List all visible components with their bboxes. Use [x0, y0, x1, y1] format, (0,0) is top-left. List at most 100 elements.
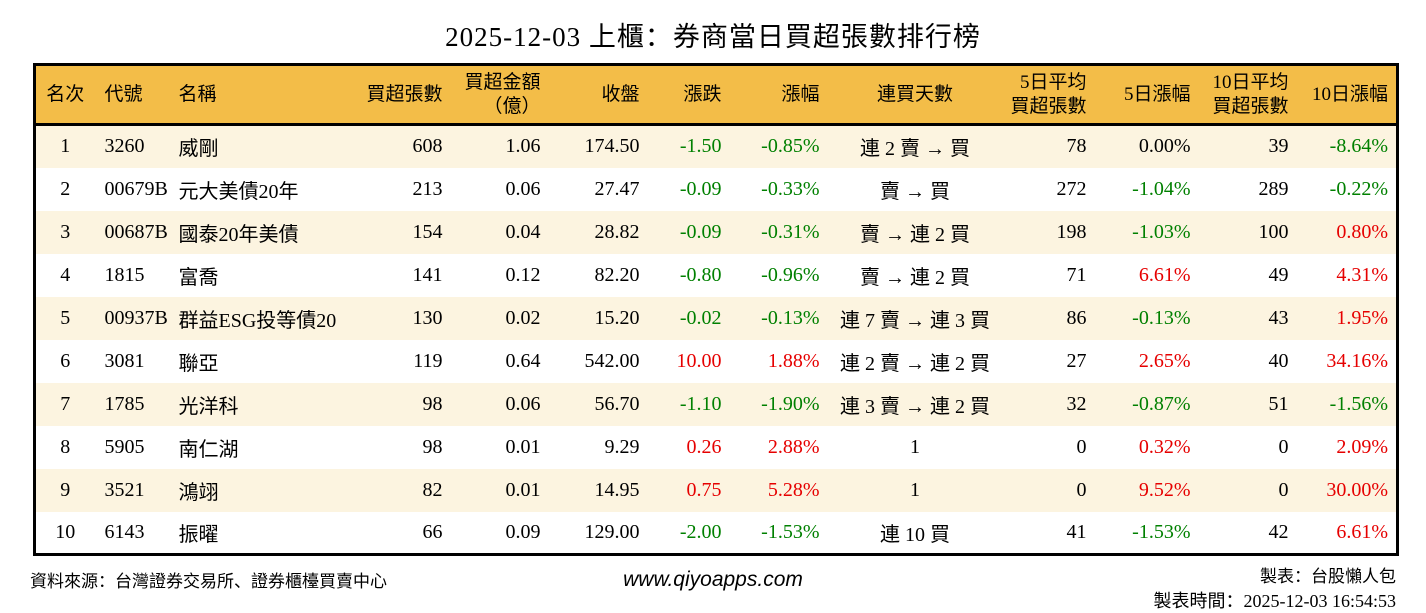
- cell-pct10: -0.22%: [1329, 177, 1388, 200]
- table-header-row: 名次 代號 名稱 買超張數 買超金額 （億） 收盤 漲跌 漲幅 連買天數 5日平…: [34, 64, 1398, 126]
- cell-change-pct: -1.90%: [761, 392, 820, 415]
- cell-avg5: 0: [1076, 478, 1087, 501]
- cell-rank: 10: [55, 520, 76, 543]
- cell-change: 10.00: [676, 349, 722, 372]
- header-name: 名稱: [174, 64, 360, 126]
- cell-avg10: 0: [1278, 478, 1289, 501]
- page-title: 2025-12-03 上櫃：券商當日買超張數排行榜: [445, 22, 981, 52]
- cell-code: 5905: [104, 435, 145, 458]
- cell-stock-name: 群益ESG投等債20: [178, 309, 337, 332]
- cell-close: 174.50: [584, 135, 640, 158]
- table-row: 9 3521 鴻翊 82 0.01 14.95 0.75 5.28% 1 0 9…: [34, 468, 1398, 512]
- cell-net-buy: 98: [422, 392, 443, 415]
- cell-change: -1.50: [679, 135, 722, 158]
- cell-streak-days: 連 3 賣 → 連 2 買: [840, 395, 990, 418]
- cell-net-buy: 98: [422, 435, 443, 458]
- broker-net-buy-ranking-table: 名次 代號 名稱 買超張數 買超金額 （億） 收盤 漲跌 漲幅 連買天數 5日平…: [33, 63, 1399, 556]
- cell-code: 3081: [104, 349, 145, 372]
- cell-avg5: 198: [1056, 220, 1087, 243]
- cell-close: 56.70: [594, 392, 640, 415]
- cell-streak-days: 1: [910, 435, 920, 458]
- cell-pct5: -1.03%: [1132, 220, 1191, 243]
- cell-pct5: 0.32%: [1138, 435, 1191, 458]
- table-row: 4 1815 富喬 141 0.12 82.20 -0.80 -0.96% 賣 …: [34, 253, 1398, 297]
- cell-change-pct: -1.53%: [761, 520, 820, 543]
- cell-rank: 7: [60, 392, 71, 415]
- cell-code: 00937B: [104, 306, 168, 329]
- cell-streak-days: 1: [910, 478, 920, 501]
- maker-text: 製表：台股懶人包: [1260, 567, 1396, 586]
- website-url: www.qiyoapps.com: [623, 568, 803, 591]
- cell-net-buy: 608: [412, 135, 443, 158]
- cell-change-pct: -0.96%: [761, 263, 820, 286]
- cell-amount: 0.12: [505, 263, 541, 286]
- cell-close: 9.29: [604, 435, 640, 458]
- cell-amount: 1.06: [505, 135, 541, 158]
- cell-change-pct: -0.13%: [761, 306, 820, 329]
- made-time-text: 製表時間：2025-12-03 16:54:53: [1153, 591, 1397, 611]
- cell-stock-name: 光洋科: [178, 395, 239, 418]
- cell-close: 82.20: [594, 263, 640, 286]
- table-header: 名次 代號 名稱 買超張數 買超金額 （億） 收盤 漲跌 漲幅 連買天數 5日平…: [34, 64, 1398, 126]
- cell-net-buy: 119: [413, 349, 443, 372]
- cell-streak-days: 連 7 賣 → 連 3 買: [840, 309, 990, 332]
- cell-code: 6143: [104, 520, 145, 543]
- cell-close: 542.00: [584, 349, 640, 372]
- cell-rank: 3: [60, 220, 71, 243]
- cell-code: 1815: [104, 263, 145, 286]
- cell-pct10: 6.61%: [1336, 520, 1388, 543]
- cell-net-buy: 141: [412, 263, 443, 286]
- cell-pct10: -8.64%: [1329, 135, 1388, 158]
- table-row: 8 5905 南仁湖 98 0.01 9.29 0.26 2.88% 1 0 0…: [34, 425, 1398, 469]
- cell-code: 00687B: [104, 220, 168, 243]
- cell-avg5: 71: [1066, 263, 1087, 286]
- cell-pct10: 2.09%: [1336, 435, 1388, 458]
- cell-net-buy: 213: [412, 177, 443, 200]
- header-net-buy: 買超張數: [359, 64, 455, 126]
- cell-amount: 0.04: [505, 220, 541, 243]
- cell-pct5: -0.13%: [1132, 306, 1191, 329]
- header-close: 收盤: [554, 64, 650, 126]
- cell-avg10: 100: [1258, 220, 1289, 243]
- cell-stock-name: 元大美債20年: [178, 180, 299, 203]
- cell-amount: 0.02: [505, 306, 541, 329]
- cell-code: 3521: [104, 478, 145, 501]
- cell-pct10: -1.56%: [1329, 392, 1388, 415]
- cell-rank: 6: [60, 349, 71, 372]
- table-row: 2 00679B 元大美債20年 213 0.06 27.47 -0.09 -0…: [34, 167, 1398, 211]
- cell-pct10: 30.00%: [1326, 478, 1388, 501]
- cell-rank: 5: [60, 306, 71, 329]
- cell-stock-name: 富喬: [178, 266, 219, 289]
- cell-avg10: 42: [1268, 520, 1289, 543]
- cell-change: 0.75: [686, 478, 722, 501]
- cell-pct10: 0.80%: [1336, 220, 1388, 243]
- cell-close: 15.20: [594, 306, 640, 329]
- cell-avg5: 78: [1066, 135, 1087, 158]
- cell-stock-name: 威剛: [178, 138, 219, 161]
- cell-rank: 4: [60, 263, 71, 286]
- cell-amount: 0.01: [505, 478, 541, 501]
- cell-net-buy: 82: [422, 478, 443, 501]
- cell-code: 00679B: [104, 177, 168, 200]
- cell-amount: 0.06: [505, 177, 541, 200]
- cell-change: -0.09: [679, 220, 722, 243]
- header-streak-days: 連買天數: [827, 64, 1003, 126]
- cell-avg10: 49: [1268, 263, 1289, 286]
- cell-avg5: 27: [1066, 349, 1087, 372]
- cell-close: 27.47: [594, 177, 640, 200]
- header-avg5-net-buy: 5日平均 買超張數: [1002, 64, 1101, 126]
- header-change-pct: 漲幅: [737, 64, 828, 126]
- cell-rank: 1: [60, 135, 71, 158]
- table-row: 3 00687B 國泰20年美債 154 0.04 28.82 -0.09 -0…: [34, 210, 1398, 254]
- cell-pct5: 0.00%: [1138, 135, 1191, 158]
- cell-net-buy: 130: [412, 306, 443, 329]
- cell-pct10: 34.16%: [1326, 349, 1388, 372]
- cell-amount: 0.01: [505, 435, 541, 458]
- cell-change-pct: 2.88%: [767, 435, 820, 458]
- cell-net-buy: 154: [412, 220, 443, 243]
- cell-rank: 8: [60, 435, 71, 458]
- cell-close: 28.82: [594, 220, 640, 243]
- cell-streak-days: 連 10 買: [880, 523, 950, 546]
- cell-streak-days: 連 2 賣 → 買: [860, 138, 970, 161]
- cell-avg10: 43: [1268, 306, 1289, 329]
